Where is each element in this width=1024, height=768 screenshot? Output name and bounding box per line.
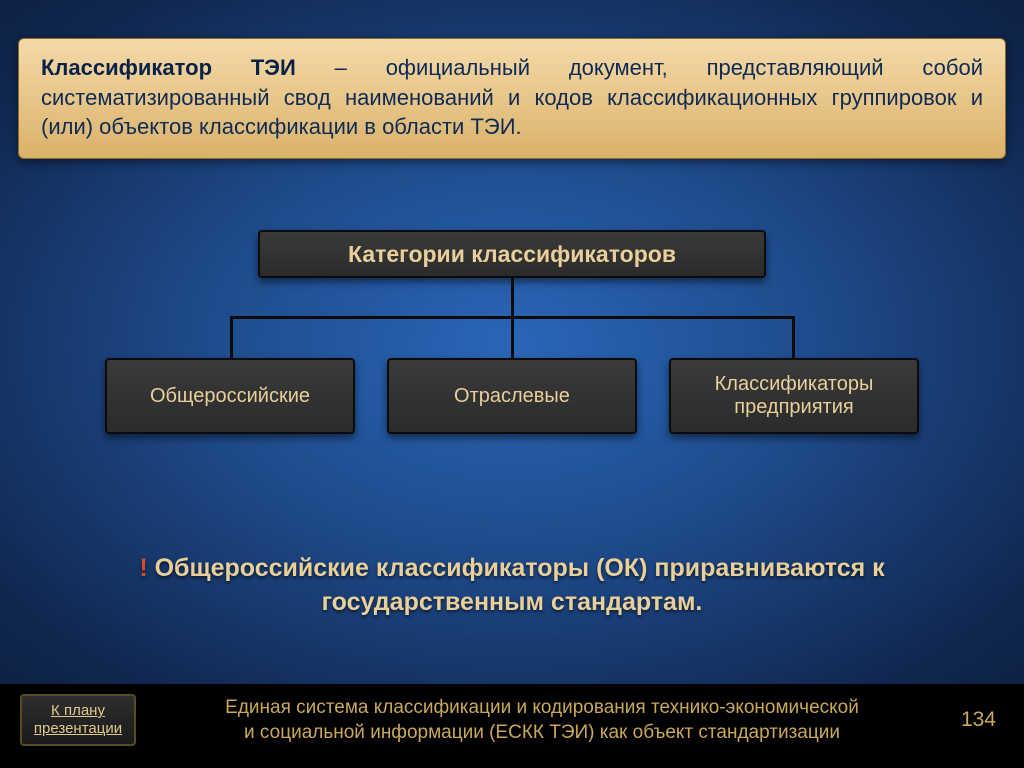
plan-link-button[interactable]: К плану презентации (20, 694, 136, 746)
connector-stem-1 (511, 316, 514, 358)
page-number: 134 (961, 708, 996, 732)
note-text: ! Общероссийские классификаторы (ОК) при… (0, 552, 1024, 620)
tree-leaf-0-label: Общероссийские (150, 385, 310, 408)
connector-root-stem (511, 278, 514, 318)
definition-term: Классификатор ТЭИ (41, 55, 296, 80)
footer-bar: К плану презентации Единая система класс… (0, 684, 1024, 768)
tree-leaf-0: Общероссийские (105, 358, 355, 434)
footer-title-line2: и социальной информации (ЕСКК ТЭИ) как о… (244, 722, 840, 743)
plan-link-line2: презентации (34, 720, 122, 737)
connector-stem-2 (792, 316, 795, 358)
tree-leaf-1: Отраслевые (387, 358, 637, 434)
connector-stem-0 (230, 316, 233, 358)
note-body: Общероссийские классификаторы (ОК) прира… (148, 554, 885, 616)
tree-leaf-1-label: Отраслевые (454, 385, 570, 408)
plan-link-label: К плану презентации (34, 702, 122, 738)
tree-root-node: Категории классификаторов (258, 230, 766, 278)
tree-leaf-2: Классификаторы предприятия (669, 358, 919, 434)
footer-title: Единая система классификации и кодирован… (150, 696, 934, 745)
footer-title-line1: Единая система классификации и кодирован… (225, 697, 859, 718)
definition-box: Классификатор ТЭИ – официальный документ… (18, 38, 1006, 159)
tree-leaf-2-label: Классификаторы предприятия (681, 373, 907, 419)
tree-root-label: Категории классификаторов (348, 241, 676, 268)
note-exclamation: ! (139, 554, 147, 582)
plan-link-line1: К плану (51, 702, 105, 719)
classifier-tree: Категории классификаторов Общероссийские… (0, 230, 1024, 470)
